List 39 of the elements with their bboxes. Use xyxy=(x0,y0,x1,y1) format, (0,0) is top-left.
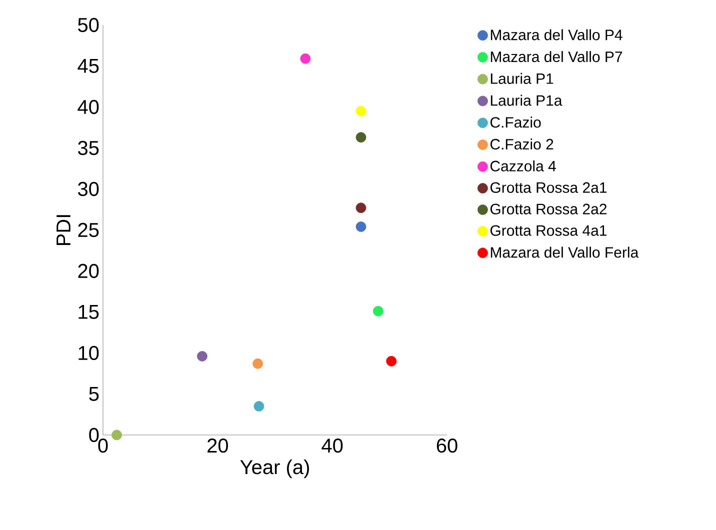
legend-label: C.Fazio 2 xyxy=(490,138,554,150)
y-tick-label: 20 xyxy=(78,264,99,278)
y-tick-label: 0 xyxy=(89,428,99,442)
point xyxy=(386,356,397,366)
y-tick-label: 10 xyxy=(78,346,99,360)
y-tick-label: 5 xyxy=(89,387,99,401)
point xyxy=(356,132,366,143)
y-tick-label: 35 xyxy=(78,140,99,156)
legend-label: Grotta Rossa 2a1 xyxy=(490,182,607,193)
legend-label: Cazzola 4 xyxy=(490,160,556,172)
point xyxy=(356,202,366,214)
point xyxy=(356,106,366,116)
x-tick-label: 0 xyxy=(98,438,108,453)
y-tick-label: 15 xyxy=(78,305,99,319)
x-tick-label: 60 xyxy=(436,438,458,453)
y-tick-label: 40 xyxy=(78,100,99,114)
point xyxy=(254,401,264,412)
y-tick-label: 50 xyxy=(78,18,99,32)
point xyxy=(356,222,366,232)
point xyxy=(372,306,384,316)
legend-label: Grotta Rossa 4a1 xyxy=(490,225,607,236)
legend-label: Lauria P1 xyxy=(490,72,554,84)
y-axis-title: PDI xyxy=(56,215,70,246)
legend-label: Mazara del Vallo P4 xyxy=(490,29,622,40)
point xyxy=(252,358,263,369)
legend-label: Lauria P1a xyxy=(490,94,562,106)
legend-label: C.Fazio xyxy=(490,116,541,128)
point xyxy=(112,430,122,440)
y-tick-label: 25 xyxy=(78,222,99,238)
x-axis-title: Year (a) xyxy=(240,460,309,478)
legend-label: Mazara del Vallo P7 xyxy=(490,51,622,62)
point xyxy=(196,351,208,362)
legend-label: Mazara del Vallo Ferla xyxy=(490,246,639,258)
y-tick-label: 45 xyxy=(78,59,99,73)
legend-label: Grotta Rossa 2a2 xyxy=(490,204,606,214)
y-tick-label: 30 xyxy=(78,182,99,196)
x-tick-label: 40 xyxy=(322,438,343,453)
point xyxy=(300,53,311,64)
x-tick-label: 20 xyxy=(208,438,228,453)
